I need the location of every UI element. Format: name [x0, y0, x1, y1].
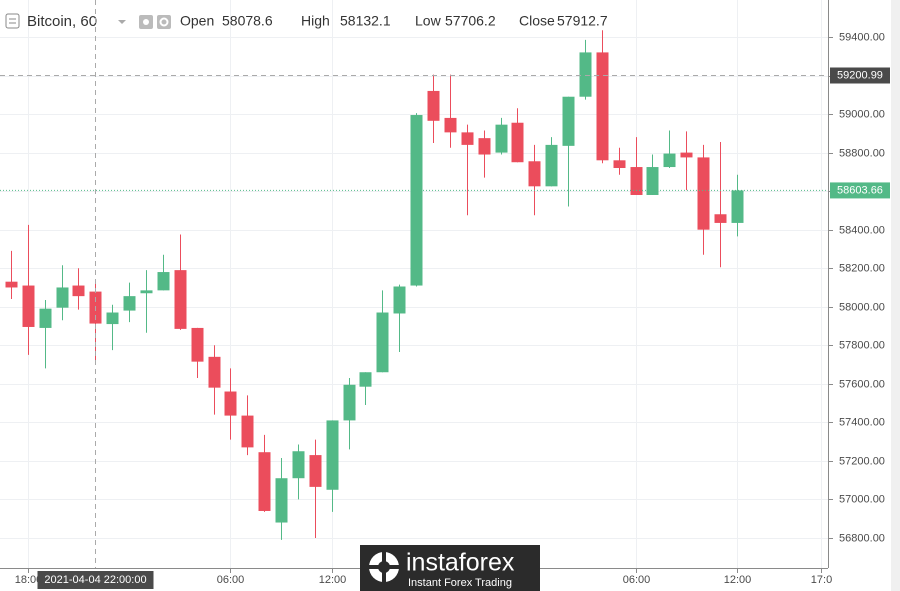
- candle-body: [376, 312, 389, 373]
- settings-icon[interactable]: [157, 15, 171, 29]
- candle-body: [224, 391, 237, 416]
- low-label: Low: [415, 13, 442, 29]
- x-tick-label: 06:00: [623, 574, 651, 586]
- candle-body: [731, 190, 744, 223]
- candle-body: [140, 290, 153, 294]
- scrollbar[interactable]: [891, 0, 900, 591]
- candle-body: [427, 90, 440, 121]
- watermark: instaforex Instant Forex Trading: [360, 545, 540, 591]
- high-value: 58132.1: [340, 13, 391, 29]
- open-value: 58078.6: [222, 13, 273, 29]
- y-tick-label: 57400.00: [839, 416, 885, 428]
- candle-body: [208, 356, 221, 388]
- y-tick-label: 57800.00: [839, 339, 885, 351]
- x-tick-label: 12:00: [724, 574, 752, 586]
- candle-body: [613, 160, 626, 169]
- menu-icon[interactable]: [5, 13, 20, 29]
- candle-body: [157, 272, 170, 291]
- crosshair-x-box: [37, 571, 154, 589]
- crosshair-y-label: 59200.99: [837, 69, 883, 81]
- candle-body: [461, 132, 474, 145]
- candle-body: [292, 451, 305, 479]
- x-tick-label: 18:00: [15, 574, 43, 586]
- watermark-logo: [369, 565, 399, 569]
- candle-body: [646, 167, 659, 195]
- candle-body: [528, 161, 541, 187]
- candle-body: [545, 144, 558, 187]
- candle-body: [444, 117, 457, 133]
- candle-body: [596, 52, 609, 161]
- candle-body: [393, 286, 406, 314]
- watermark-brand: instaforex: [406, 549, 515, 577]
- y-tick-label: 57200.00: [839, 455, 885, 467]
- candle-body: [258, 452, 271, 511]
- candle-body: [326, 420, 339, 490]
- candle-body: [39, 308, 52, 328]
- candle-body: [174, 270, 187, 329]
- candle-body: [241, 415, 254, 448]
- candle-body: [478, 138, 491, 155]
- y-tick-label: 59400.00: [839, 31, 885, 43]
- candle-body: [123, 296, 136, 311]
- close-value: 57912.7: [557, 13, 608, 29]
- x-tick-label: 12:00: [319, 574, 347, 586]
- crosshair-y-box: [830, 67, 890, 84]
- candle-body: [191, 327, 204, 362]
- candle-body: [22, 285, 35, 327]
- x-tick-label: 06:00: [217, 574, 245, 586]
- y-tick-label: 59000.00: [839, 108, 885, 120]
- last-price-box: [830, 182, 890, 199]
- y-tick-label: 57600.00: [839, 378, 885, 390]
- y-tick-label: 57000.00: [839, 493, 885, 505]
- candle-body: [5, 281, 18, 288]
- y-tick-label: 58000.00: [839, 301, 885, 313]
- candle-body: [275, 478, 288, 523]
- candle-body: [495, 124, 508, 153]
- symbol-title: Bitcoin, 60: [27, 13, 97, 30]
- candle-body: [410, 115, 423, 286]
- candle-body: [630, 167, 643, 195]
- x-tick-label: 17:0: [811, 574, 832, 586]
- candle-body: [72, 285, 85, 297]
- candle-body: [56, 287, 69, 308]
- candle-body: [309, 455, 322, 487]
- visibility-icon: [143, 19, 149, 25]
- candle-body: [579, 52, 592, 97]
- candle-body: [359, 372, 372, 387]
- dropdown-icon[interactable]: [118, 20, 126, 24]
- y-tick-label: 56800.00: [839, 532, 885, 544]
- low-value: 57706.2: [445, 13, 496, 29]
- open-label: Open: [180, 13, 214, 29]
- plot: [5, 30, 744, 540]
- crosshair-x-label: 2021-04-04 22:00:00: [44, 574, 146, 586]
- y-tick-label: 58400.00: [839, 224, 885, 236]
- settings-icon: [159, 17, 169, 27]
- candle-body: [562, 96, 575, 146]
- candle-body: [714, 214, 727, 223]
- axes: 56800.00 57000.00 57200.00 57400.00 57600.00…: [15, 31, 885, 586]
- candle-body: [680, 152, 693, 158]
- candle-body: [343, 384, 356, 421]
- candle-body: [106, 312, 119, 325]
- last-price-label: 58603.66: [837, 184, 883, 196]
- candle-body: [663, 153, 676, 168]
- close-label: Close: [519, 13, 555, 29]
- candle-body: [697, 157, 710, 230]
- y-tick-label: 58800.00: [839, 147, 885, 159]
- high-label: High: [301, 13, 330, 29]
- y-tick-label: 58200.00: [839, 262, 885, 274]
- watermark-tagline: Instant Forex Trading: [408, 577, 512, 589]
- legend-header: Bitcoin, 60 Open 58078.6 High 58132.1 Lo…: [5, 13, 608, 30]
- candle-body: [511, 122, 524, 163]
